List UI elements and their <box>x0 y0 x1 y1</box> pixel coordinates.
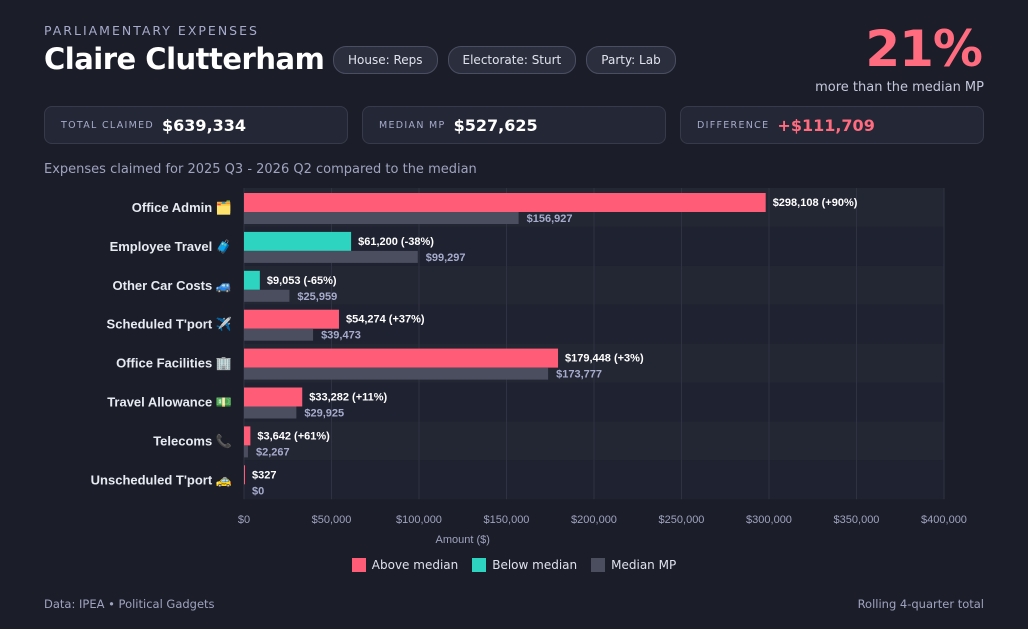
tag-pills: House: Reps Electorate: Sturt Party: Lab <box>333 46 676 74</box>
legend-label: Median MP <box>611 558 677 572</box>
category-label: Office Admin 🗂️ <box>132 200 232 215</box>
median-value-label: $29,925 <box>304 408 344 420</box>
difference-percent: 21% <box>865 20 983 78</box>
median-bar <box>244 212 519 224</box>
stat-label: DIFFERENCE <box>697 119 770 131</box>
kicker-label: PARLIAMENTARY EXPENSES <box>44 23 259 38</box>
stat-difference: DIFFERENCE +$111,709 <box>680 106 984 144</box>
legend-median[interactable]: Median MP <box>591 558 676 572</box>
party-pill[interactable]: Party: Lab <box>586 46 676 74</box>
category-label: Telecoms 📞 <box>153 432 233 448</box>
median-value-label: $25,959 <box>297 291 337 303</box>
mp-value-label: $327 <box>252 469 276 481</box>
stat-value: +$111,709 <box>777 115 875 135</box>
category-label: Other Car Costs 🚙 <box>113 278 233 294</box>
median-bar <box>244 328 314 341</box>
median-bar <box>244 289 290 302</box>
mp-bar <box>244 193 766 212</box>
median-value-label: $2,267 <box>256 446 290 458</box>
median-bar <box>244 250 418 263</box>
x-tick-label: $100,000 <box>396 514 442 526</box>
stat-label: MEDIAN MP <box>379 119 446 131</box>
legend-swatch-below <box>472 558 487 572</box>
category-label: Travel Allowance 💵 <box>107 395 232 410</box>
page-title: Claire Clutterham <box>44 42 325 76</box>
house-pill[interactable]: House: Reps <box>333 46 438 74</box>
legend-above[interactable]: Above median <box>351 558 459 572</box>
category-label: Unscheduled T'port 🚕 <box>91 472 232 487</box>
x-tick-label: $200,000 <box>571 514 617 526</box>
x-axis-title: Amount ($) <box>436 534 490 546</box>
mp-value-label: $9,053 (-65%) <box>267 275 337 287</box>
chart-legend: Above median Below median Median MP <box>0 558 1028 572</box>
median-bar <box>244 367 549 380</box>
category-label: Scheduled T'port ✈️ <box>107 316 232 332</box>
stat-value: $527,625 <box>453 115 538 135</box>
mp-value-label: $61,200 (-38%) <box>358 236 434 248</box>
mp-value-label: $179,448 (+3%) <box>565 353 644 365</box>
mp-bar <box>244 465 245 485</box>
mp-value-label: $3,642 (+61%) <box>257 430 330 442</box>
legend-swatch-median <box>591 558 606 572</box>
mp-value-label: $54,274 (+37%) <box>346 314 425 326</box>
mp-bar <box>244 309 339 329</box>
median-value-label: $173,777 <box>556 369 602 381</box>
mp-bar <box>244 387 303 407</box>
legend-swatch-above <box>351 558 366 572</box>
stat-value: $639,334 <box>162 115 247 135</box>
mp-bar <box>244 231 352 251</box>
mp-bar <box>244 348 559 368</box>
mp-value-label: $298,108 (+90%) <box>773 197 858 209</box>
x-tick-label: $0 <box>238 514 250 526</box>
electorate-pill[interactable]: Electorate: Sturt <box>447 46 577 74</box>
legend-below[interactable]: Below median <box>472 558 577 572</box>
legend-label: Below median <box>492 558 578 572</box>
median-value-label: $0 <box>252 485 264 497</box>
stat-label: TOTAL CLAIMED <box>61 119 155 131</box>
x-tick-label: $150,000 <box>484 514 530 526</box>
stat-total-claimed: TOTAL CLAIMED $639,334 <box>44 106 348 144</box>
expenses-bar-chart: $0 $50,000 $100,000 $150,000 $200,000 $250,00… <box>91 188 967 546</box>
x-tick-label: $50,000 <box>312 514 352 526</box>
x-tick-label: $250,000 <box>659 514 705 526</box>
difference-caption: more than the median MP <box>815 80 984 95</box>
median-value-label: $39,473 <box>321 330 361 342</box>
chart-subtitle: Expenses claimed for 2025 Q3 - 2026 Q2 c… <box>44 162 477 177</box>
mp-bar <box>244 270 260 290</box>
median-value-label: $99,297 <box>426 252 466 264</box>
category-label: Employee Travel 🧳 <box>110 239 232 254</box>
legend-label: Above median <box>371 558 459 572</box>
category-label: Office Facilities 🏢 <box>116 356 232 371</box>
period-note: Rolling 4-quarter total <box>857 597 984 611</box>
x-tick-label: $350,000 <box>834 514 880 526</box>
mp-bar <box>244 426 251 446</box>
x-tick-label: $400,000 <box>921 514 967 526</box>
x-tick-label: $300,000 <box>746 514 792 526</box>
stat-median-mp: MEDIAN MP $527,625 <box>362 106 666 144</box>
median-value-label: $156,927 <box>527 213 573 225</box>
median-bar <box>244 406 297 419</box>
mp-value-label: $33,282 (+11%) <box>309 392 387 404</box>
median-bar <box>244 445 248 458</box>
source-note: Data: IPEA • Political Gadgets <box>44 597 215 611</box>
